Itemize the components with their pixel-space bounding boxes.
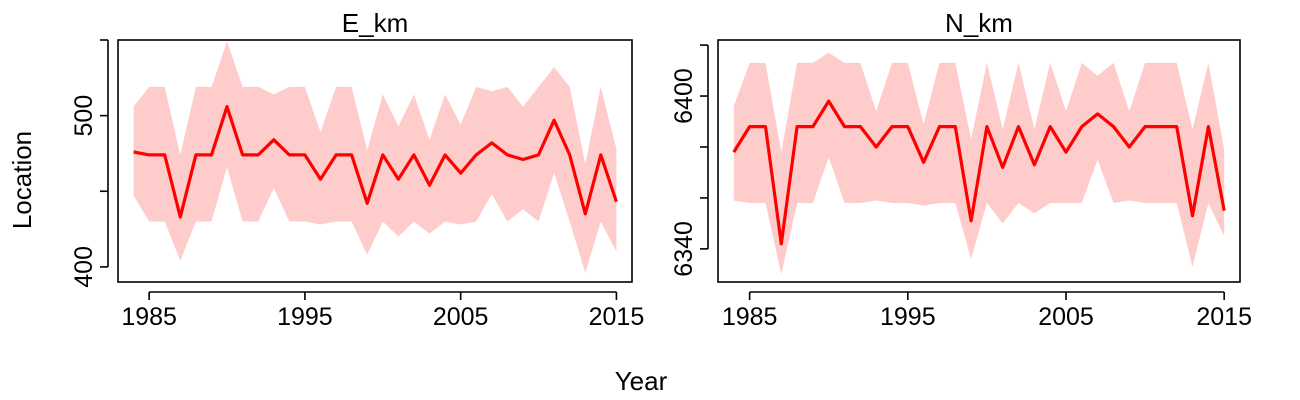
chart-panel-n-km: N_km 1985 1995 2005 2015 6340 6400 — [670, 8, 1252, 331]
x-tick-label-n-km: 2015 — [1196, 303, 1252, 331]
y-axis-label: Location — [7, 131, 37, 229]
y-tick-label-n-km: 6340 — [670, 221, 698, 277]
y-tick-label-e-km: 400 — [70, 246, 98, 288]
y-tick-label-e-km: 500 — [70, 95, 98, 137]
x-tick-label-e-km: 2005 — [433, 303, 489, 331]
chart-panel-e-km: E_km 1985 1995 2005 2015 400 500 — [70, 8, 644, 331]
x-tick-label-e-km: 1985 — [121, 303, 177, 331]
x-axis-label: Year — [615, 366, 668, 396]
series-line-e-km — [133, 104, 618, 219]
confidence-band-e-km — [133, 41, 617, 273]
x-tick-label-e-km: 2015 — [589, 303, 645, 331]
plot-frame-e-km — [117, 39, 633, 283]
panel-title-n-km: N_km — [945, 8, 1013, 38]
x-tick-label-n-km: 1995 — [880, 303, 936, 331]
plot-frame-n-km — [717, 39, 1241, 283]
y-tick-label-n-km: 6400 — [670, 68, 698, 124]
panel-title-e-km: E_km — [342, 8, 408, 38]
confidence-band-n-km — [733, 52, 1225, 275]
series-line-n-km — [732, 99, 1226, 246]
x-tick-label-n-km: 1985 — [722, 303, 778, 331]
x-tick-label-n-km: 2005 — [1038, 303, 1094, 331]
x-tick-label-e-km: 1995 — [277, 303, 333, 331]
